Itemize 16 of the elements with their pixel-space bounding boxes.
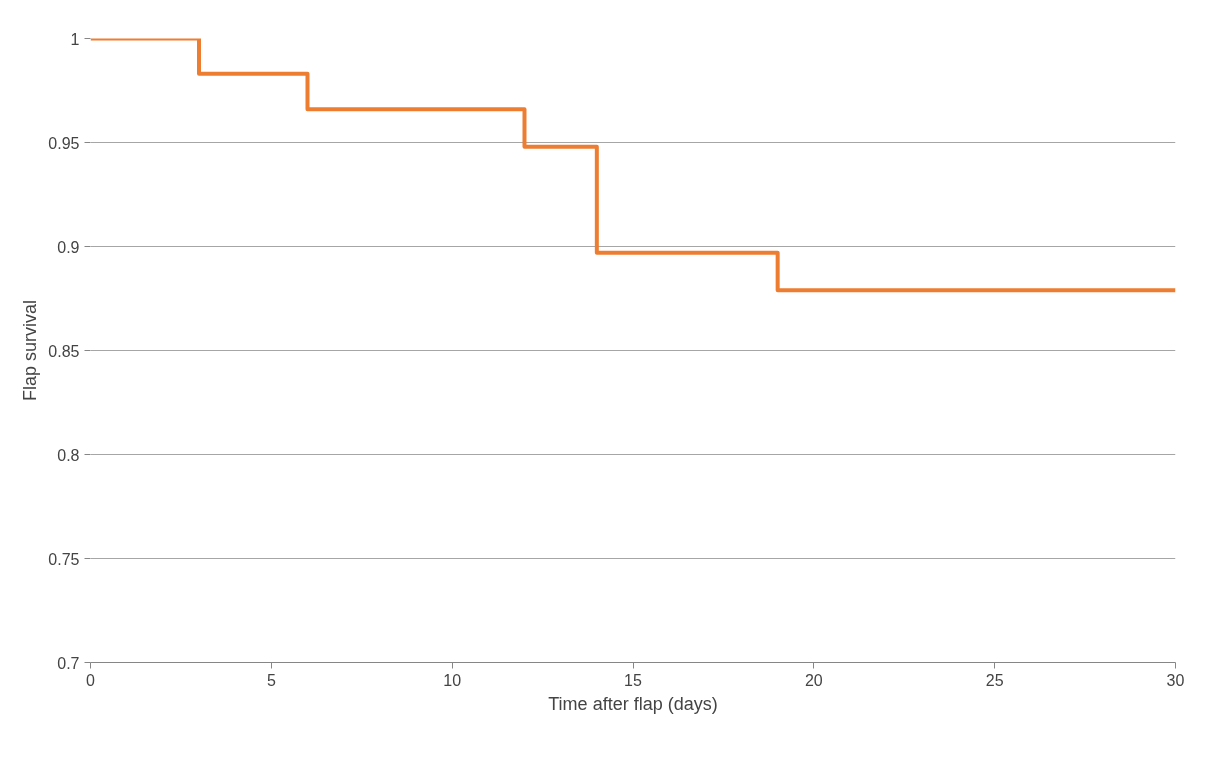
x-tick-label: 0 (86, 671, 96, 689)
y-tick-label: 0.75 (48, 550, 80, 568)
x-tick-label: 10 (443, 671, 462, 689)
y-tick-label: 0.7 (57, 654, 80, 672)
y-tick-label: 0.95 (48, 134, 80, 152)
y-axis-title: Flap survival (20, 299, 41, 402)
x-tick-label: 20 (804, 671, 823, 689)
y-tick-label: 1 (70, 30, 80, 48)
y-tick-label: 0.85 (48, 342, 80, 360)
y-tick-label: 0.9 (57, 238, 80, 256)
x-tick-label: 25 (985, 671, 1004, 689)
x-tick-label: 30 (1166, 671, 1185, 689)
x-axis-title: Time after flap (days) (548, 693, 718, 714)
x-tick-label: 5 (266, 671, 276, 689)
y-tick-label: 0.8 (57, 446, 80, 464)
x-tick-label: 15 (624, 671, 642, 689)
